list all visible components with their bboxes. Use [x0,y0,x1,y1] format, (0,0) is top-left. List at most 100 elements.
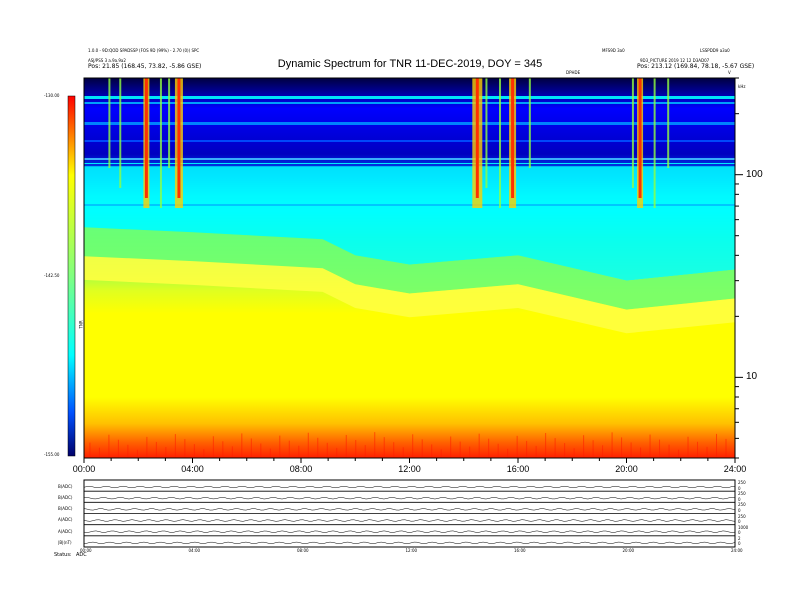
cyan-band [84,166,735,281]
burst-core-2 [475,78,479,198]
panel-label: A(ADC) [58,517,73,523]
spike [564,443,566,458]
panel-right-tick: 1000 [738,524,749,530]
spike [526,440,528,458]
status-label: Status: [54,552,72,558]
spike [668,444,670,458]
panel-right-tick: 2 [738,535,741,541]
spike [488,438,490,458]
panel-right-tick: 0 [738,496,741,502]
faint-burst-9 [667,78,670,168]
spike [260,443,262,458]
frequency-axis [734,77,743,459]
frequency-tick-label: 10 [746,371,758,383]
panel-trace [83,519,736,522]
chart-title: Dynamic Spectrum for TNR 11-DEC-2019, DO… [277,58,543,70]
spike [431,444,433,458]
spike [146,436,148,458]
panel-time-label: 24:00 [731,548,743,553]
faint-burst-0 [108,78,111,168]
panel-time-label: 00:00 [80,548,92,553]
header-left-line2: ASJ/PSS 3 a.9a.9a2 [88,58,126,63]
horizontal-bands [84,96,735,206]
spike [450,436,452,458]
band-2 [84,122,735,125]
spike [697,441,699,458]
spike [630,442,632,458]
spike [355,440,357,458]
spike [241,433,243,458]
spike [716,433,718,458]
spike [412,434,414,458]
colorbar-bottom-label: -155.00 [44,452,60,457]
panel-time-label: 08:00 [297,548,309,553]
cyan-region [84,166,735,334]
faint-burst-3 [168,78,171,168]
spike [611,432,613,458]
green-band [84,227,735,310]
spike [725,438,727,458]
spike [269,448,271,458]
spike [469,446,471,458]
panel-time-label: 04:00 [188,548,201,553]
panel-right-tick: 250 [738,480,746,485]
band-5 [84,163,735,164]
band-0 [84,96,735,99]
spike [288,440,290,458]
time-tick-label: 04:00 [181,464,204,474]
band-3 [84,140,735,142]
spike [155,441,157,458]
spike [478,433,480,458]
spike [706,446,708,458]
panel-trace [83,541,736,544]
spike [640,447,642,458]
header-corner-v: V [728,70,731,75]
spike [184,439,186,458]
spike [203,449,205,458]
spike [402,447,404,458]
spike [659,439,661,458]
spike [250,438,252,458]
spike [554,438,556,458]
panel-right-tick: 250 [738,513,746,519]
faint-burst-2 [159,78,162,208]
spike [98,447,100,458]
spike [279,435,281,458]
faint-burst-5 [499,78,502,208]
spike [326,442,328,458]
panel-right-tick: 0 [738,507,741,513]
band-6 [84,204,735,206]
panel-trace [83,485,736,489]
header-right-position: Pos: 213.12 (169.84, 78.18, -5.67 GSE) [637,63,755,70]
spike [497,443,499,458]
spike [364,445,366,458]
faint-burst-1 [119,78,122,188]
spike [212,436,214,458]
time-tick-label: 16:00 [506,464,530,474]
colorbar [67,95,76,457]
header-right-top-b: LSSPDD9 a3a0 [700,48,730,53]
spike [108,434,110,458]
spike [678,449,680,458]
spike [507,448,509,458]
spike [535,445,537,458]
panel-right-tick: 250 [738,491,746,497]
spike [117,439,119,458]
burst-core-1 [177,78,181,198]
spike [374,432,376,458]
spike [336,447,338,458]
panel-right-tick: 0 [738,485,741,491]
spike [174,434,176,458]
frequency-tick-label: 100 [746,168,763,180]
panel-time-label: 12:00 [405,548,418,553]
panel-trace [83,497,736,500]
header-corner-mark: kHz [738,84,746,89]
spike [459,441,461,458]
spike [583,435,585,458]
spike [649,434,651,458]
spike [687,436,689,458]
spike [317,437,319,458]
header-center-mark: DPHDE [566,70,581,75]
spike [165,447,167,458]
panel-label: B(ADC) [58,495,73,501]
